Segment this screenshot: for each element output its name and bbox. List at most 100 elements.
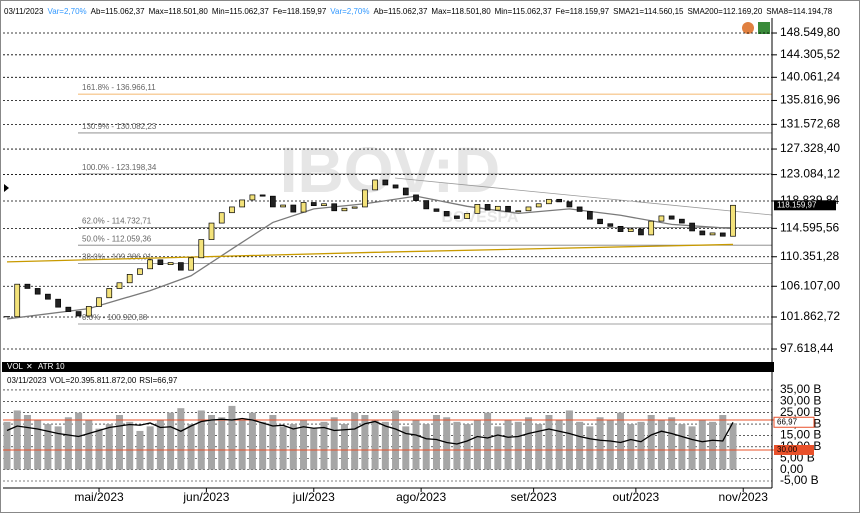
x-tick-label: jul/2023 bbox=[292, 490, 335, 504]
y-tick-label: 110.351,28 bbox=[780, 249, 839, 263]
y-tick-label: 148.549,80 bbox=[780, 25, 840, 39]
y-tick-label: 35,00 B bbox=[780, 382, 821, 396]
candle bbox=[679, 218, 685, 224]
candle bbox=[597, 218, 603, 225]
icon[interactable] bbox=[742, 22, 754, 34]
candle bbox=[566, 201, 573, 208]
last-price-label: 118.159,97 bbox=[777, 200, 817, 209]
candle bbox=[423, 200, 430, 210]
header-item: Min=115.062,37 bbox=[212, 7, 270, 16]
candle bbox=[96, 297, 102, 307]
volume-bar bbox=[637, 421, 645, 470]
candle bbox=[321, 203, 327, 207]
candle bbox=[730, 204, 736, 237]
candle bbox=[218, 212, 225, 224]
header-item: Ab=115.062,37 bbox=[91, 7, 145, 16]
volume-bar bbox=[494, 426, 502, 470]
volume-bar bbox=[330, 417, 338, 470]
candle bbox=[331, 203, 338, 212]
candle bbox=[55, 298, 61, 308]
volume-bar bbox=[617, 412, 625, 470]
y-tick-label: 97.618,44 bbox=[780, 341, 834, 355]
candle bbox=[34, 288, 41, 295]
fib-label: 161.8% - 136.966,11 bbox=[82, 83, 156, 92]
candle bbox=[719, 232, 726, 237]
fib-label: 50.0% - 112.059,36 bbox=[82, 234, 152, 243]
volume-bar bbox=[504, 419, 512, 470]
candle bbox=[157, 259, 164, 265]
volume-bar bbox=[259, 421, 267, 470]
pane-tab[interactable]: VOL bbox=[7, 362, 24, 371]
volume-bar bbox=[197, 410, 205, 470]
header-item: Max=118.501,80 bbox=[149, 7, 209, 16]
volume-bar bbox=[443, 417, 451, 470]
candle bbox=[116, 282, 123, 289]
y-tick-label: -5,00 B bbox=[780, 473, 819, 487]
candle bbox=[556, 198, 563, 203]
volume-bar bbox=[422, 424, 430, 470]
candle bbox=[300, 202, 307, 213]
volume-bar bbox=[115, 415, 123, 470]
x-tick-label: set/2023 bbox=[511, 490, 557, 504]
candle bbox=[351, 206, 358, 209]
volume-bar bbox=[279, 426, 287, 470]
y-tick-label: 144.305,52 bbox=[780, 47, 840, 61]
volume-bar bbox=[514, 421, 522, 470]
volume-bar bbox=[678, 424, 686, 470]
volume-bar bbox=[126, 421, 134, 470]
expander[interactable] bbox=[4, 184, 9, 192]
volume-bar bbox=[524, 417, 532, 470]
volume-bar bbox=[34, 419, 42, 470]
pane-tab[interactable]: ATR 10 bbox=[38, 362, 65, 371]
volume-bar bbox=[64, 417, 72, 470]
close-icon[interactable]: ✕ bbox=[26, 362, 33, 371]
y-tick-label: 30,00 B bbox=[780, 394, 821, 408]
candle bbox=[617, 225, 624, 232]
candle bbox=[668, 215, 675, 220]
volume-bar bbox=[698, 419, 706, 470]
flag-icon[interactable] bbox=[758, 22, 770, 34]
y-tick-label: 135.816,96 bbox=[780, 93, 840, 107]
candle bbox=[126, 274, 133, 284]
candle bbox=[249, 194, 256, 201]
volume-bar bbox=[75, 412, 83, 470]
candle bbox=[638, 228, 644, 236]
candle bbox=[290, 204, 297, 213]
candle bbox=[239, 199, 246, 208]
volume-bar bbox=[381, 421, 389, 470]
candle bbox=[14, 283, 21, 318]
candle bbox=[535, 203, 542, 208]
y-tick-label: 101.862,72 bbox=[780, 309, 840, 323]
volume-bar bbox=[218, 417, 226, 470]
volume-bar bbox=[412, 419, 420, 470]
watermark: IBOV:D bbox=[280, 134, 500, 206]
y-tick-label: 15,00 B bbox=[780, 428, 821, 442]
volume-bar bbox=[586, 426, 594, 470]
volume-bar bbox=[44, 424, 52, 470]
header-item: Var=2,70% bbox=[47, 7, 86, 16]
candle bbox=[229, 206, 235, 214]
volume-bar bbox=[606, 419, 614, 470]
volume-bar bbox=[576, 421, 584, 470]
fib-label: 38.0% - 109.386,01 bbox=[82, 252, 152, 261]
candle bbox=[198, 239, 205, 259]
candle bbox=[362, 189, 368, 208]
volume-bar bbox=[177, 408, 185, 470]
volume-bar bbox=[402, 426, 410, 470]
candle bbox=[709, 232, 716, 236]
candle bbox=[627, 228, 634, 232]
y-tick-label: 25,00 B bbox=[780, 405, 821, 419]
volume-bar bbox=[555, 419, 563, 470]
candle bbox=[106, 288, 113, 299]
volume-bar bbox=[95, 428, 103, 470]
candle bbox=[607, 223, 614, 227]
header-item: Fe=118.159,97 bbox=[273, 7, 327, 16]
fib-label: 100.0% - 123.198,34 bbox=[82, 163, 157, 172]
volume-bar bbox=[719, 415, 727, 470]
volume-bar bbox=[545, 415, 553, 470]
x-tick-label: jun/2023 bbox=[182, 490, 229, 504]
volume-bar bbox=[187, 424, 195, 470]
candle bbox=[402, 187, 409, 196]
pane-bar bbox=[2, 362, 774, 372]
fib-label: 130.9% - 130.082,23 bbox=[82, 122, 157, 131]
